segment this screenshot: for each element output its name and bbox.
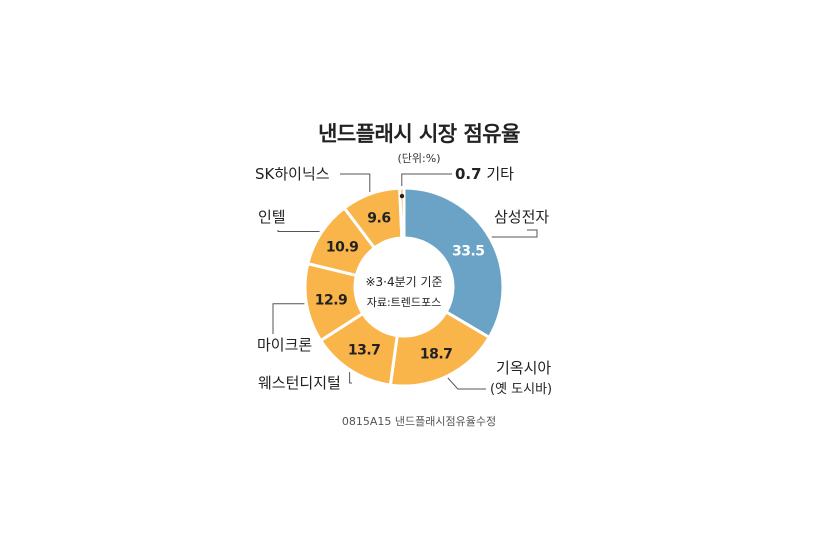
leader-line-others xyxy=(401,173,452,187)
value-label-kioxia: 18.7 xyxy=(420,347,453,363)
label-intel: 인텔 xyxy=(258,208,286,226)
label-others: 0.7 기타 xyxy=(455,163,514,184)
slice-others xyxy=(398,186,406,240)
value-label-intel: 10.9 xyxy=(326,239,359,255)
footer-code: 0815A15 낸드플래시점유율수정 xyxy=(341,415,497,428)
center-basis-note: ※3·4분기 기준 xyxy=(365,275,442,289)
leader-line-micron xyxy=(272,303,305,334)
value-label-micron: 12.9 xyxy=(315,292,348,308)
leader-line-western-digital xyxy=(349,372,352,384)
label-kioxia-sub: (옛 도시바) xyxy=(490,382,553,397)
leader-line-kioxia xyxy=(447,377,486,390)
center-source-note: 자료:트렌드포스 xyxy=(367,296,442,309)
others-name: 기타 xyxy=(486,165,514,183)
label-samsung: 삼성전자 xyxy=(494,208,550,226)
unit-note: (단위:%) xyxy=(397,152,441,165)
slice-samsung xyxy=(402,186,505,340)
label-micron: 마이크론 xyxy=(257,336,313,354)
value-label-sk-hynix: 9.6 xyxy=(367,210,390,226)
leader-line-samsung xyxy=(491,229,538,238)
label-western-digital: 웨스턴디지털 xyxy=(258,374,341,392)
label-sk-hynix: SK하이닉스 xyxy=(255,165,330,183)
value-label-western-digital: 13.7 xyxy=(348,342,381,358)
label-kioxia: 기옥시아 xyxy=(496,359,552,377)
chart-title: 낸드플래시 시장 점유율 xyxy=(318,122,520,146)
leader-line-intel xyxy=(277,230,320,233)
value-label-samsung: 33.5 xyxy=(452,243,485,259)
leader-line-sk-hynix xyxy=(340,173,371,192)
slice-kioxia xyxy=(388,309,492,388)
others-value: 0.7 xyxy=(455,165,482,183)
others-marker-dot xyxy=(399,193,405,199)
